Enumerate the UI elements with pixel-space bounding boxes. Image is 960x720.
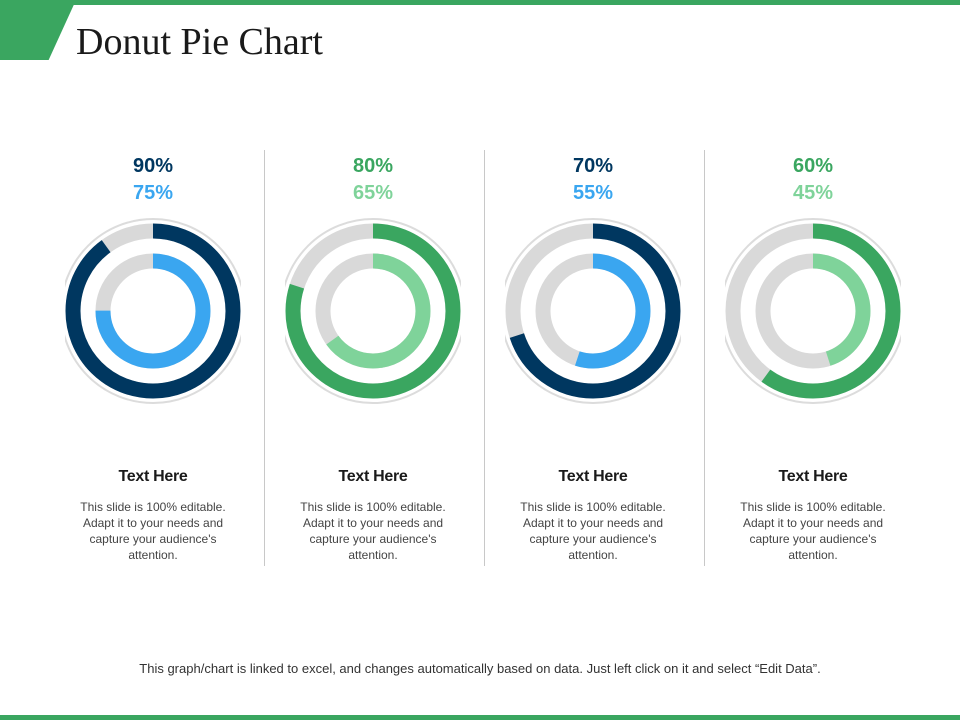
- title-accent-tab: [0, 0, 76, 60]
- chart-column: 60% 45% Text Here This slide is 100% editab…: [725, 0, 948, 720]
- column-description: This slide is 100% editable. Adapt it to…: [300, 500, 446, 562]
- inner-percent-label: 55%: [572, 182, 614, 204]
- bottom-accent-bar: [0, 715, 960, 720]
- outer-value-arc: [285, 223, 461, 399]
- donut-chart: [285, 218, 461, 404]
- inner-percent-label: 75%: [132, 182, 174, 204]
- donut-border-ring: [505, 218, 681, 404]
- column-description: This slide is 100% editable. Adapt it to…: [740, 500, 886, 562]
- inner-percent-label: 65%: [352, 182, 394, 204]
- inner-percent-label: 45%: [792, 182, 834, 204]
- column-divider: [704, 150, 705, 566]
- outer-value-arc: [65, 223, 241, 399]
- chart-column: 90% 75% Text Here This slide is 100% editab…: [65, 0, 288, 720]
- column-divider: [484, 150, 485, 566]
- donut-chart: [65, 218, 241, 404]
- column-description: This slide is 100% editable. Adapt it to…: [520, 500, 666, 562]
- chart-column: 70% 55% Text Here This slide is 100% editab…: [505, 0, 728, 720]
- donut-border-ring: [285, 218, 461, 404]
- chart-column: 80% 65% Text Here This slide is 100% editab…: [285, 0, 508, 720]
- donut-border-ring: [725, 218, 901, 404]
- column-description: This slide is 100% editable. Adapt it to…: [80, 500, 226, 562]
- top-accent-bar: [0, 0, 960, 5]
- outer-percent-label: 90%: [132, 155, 174, 177]
- outer-value-arc: [505, 223, 681, 399]
- column-heading: Text Here: [338, 468, 408, 485]
- outer-value-arc: [725, 223, 901, 399]
- page-title: Donut Pie Chart: [76, 21, 323, 63]
- inner-value-arc: [755, 253, 871, 369]
- donut-chart: [725, 218, 901, 404]
- column-heading: Text Here: [118, 468, 188, 485]
- outer-percent-label: 80%: [352, 155, 394, 177]
- column-divider: [264, 150, 265, 566]
- footer-note: This graph/chart is linked to excel, and…: [139, 661, 821, 676]
- column-heading: Text Here: [778, 468, 848, 485]
- inner-value-arc: [535, 253, 651, 369]
- donut-chart: [505, 218, 681, 404]
- inner-value-arc: [95, 253, 211, 369]
- donut-border-ring: [65, 218, 241, 404]
- inner-value-arc: [315, 253, 431, 369]
- column-heading: Text Here: [558, 468, 628, 485]
- outer-percent-label: 70%: [572, 155, 614, 177]
- outer-percent-label: 60%: [792, 155, 834, 177]
